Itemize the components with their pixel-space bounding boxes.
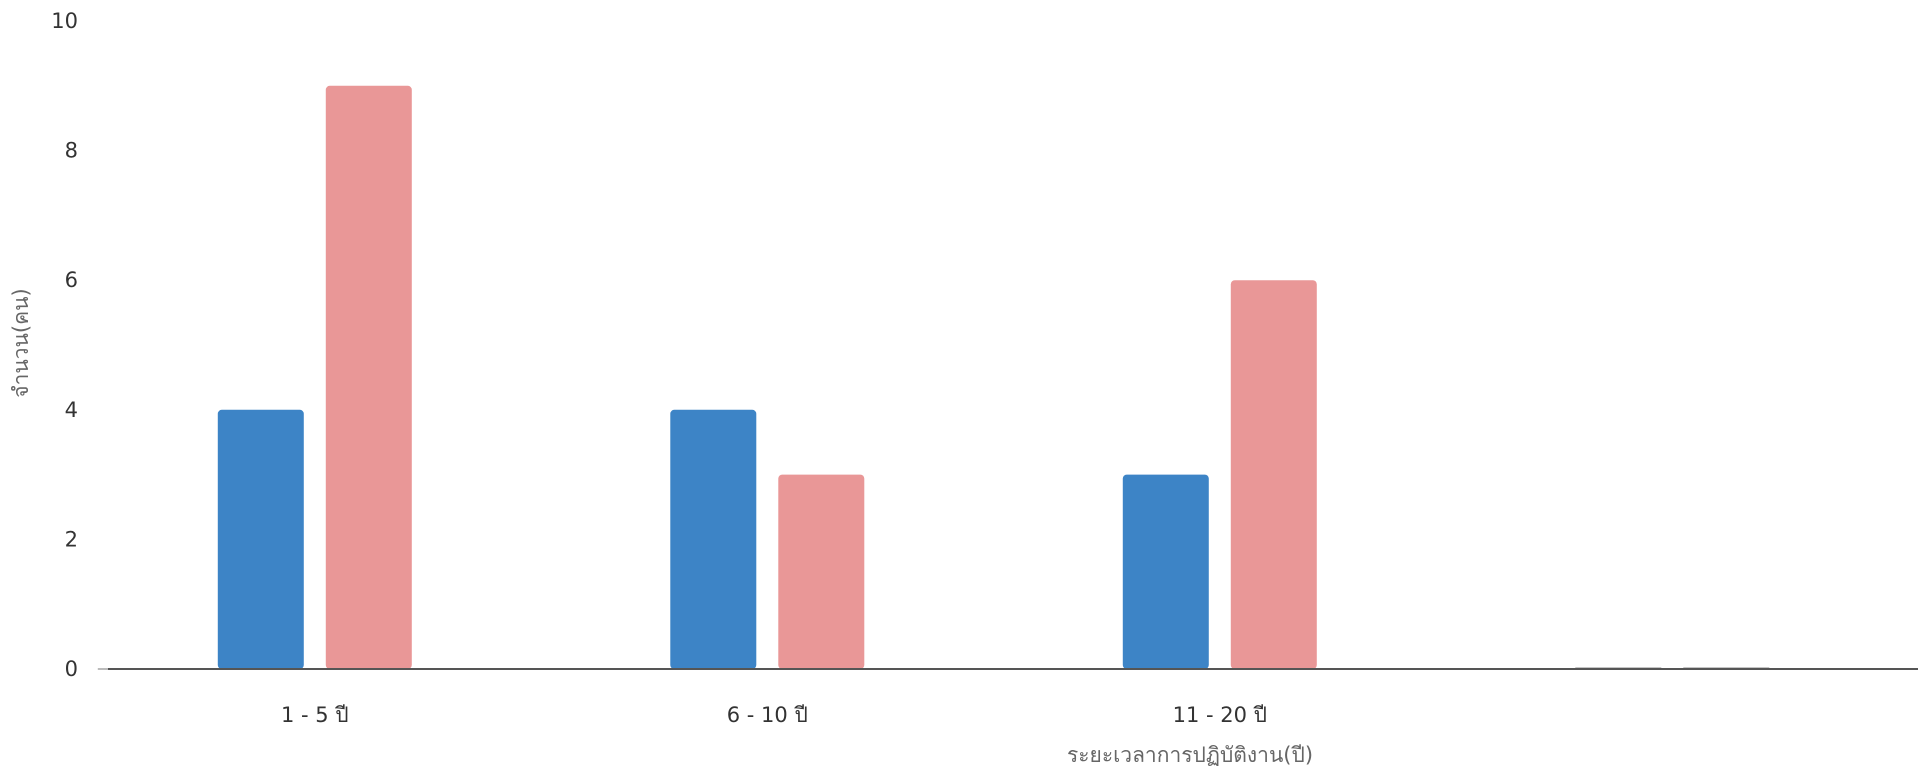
y-tick-label: 6 [65,268,78,292]
x-tick-label: 1 - 5 ปี [281,703,349,727]
x-tick-label: 11 - 20 ปี [1173,703,1267,727]
bar-series1-cat3 [1122,474,1209,669]
y-tick-label: 2 [65,527,78,551]
bars-group [97,85,1795,670]
bar-series2-cat3 [1230,280,1317,669]
y-axis-title: จำนวน(คน) [9,288,33,397]
bar-series2-cat2 [778,474,865,669]
x-tick-label: 6 - 10 ปี [727,703,808,727]
y-tick-label: 0 [65,657,78,681]
bar-series1-cat2 [670,409,757,669]
bar-series2-cat1 [325,85,412,670]
x-axis-title: ระยะเวลาการปฏิบัติงาน(ปี) [1067,743,1313,767]
y-tick-label: 10 [51,9,78,33]
y-tick-label: 4 [65,398,78,422]
x-axis-ticks: 1 - 5 ปี 6 - 10 ปี 11 - 20 ปี [281,703,1267,727]
bar-series1-cat1 [217,409,304,669]
y-axis-ticks: 0 2 4 6 8 10 [51,9,78,681]
y-tick-label: 8 [65,139,78,163]
